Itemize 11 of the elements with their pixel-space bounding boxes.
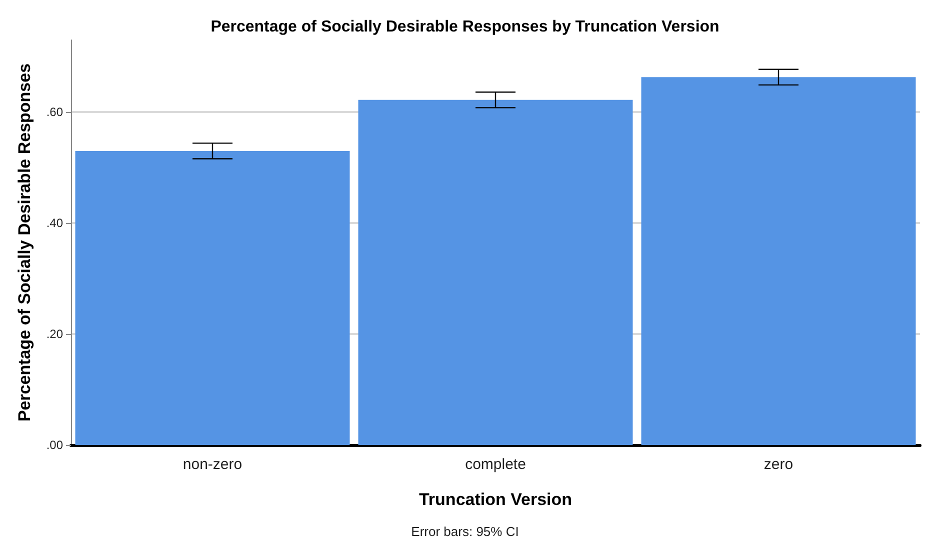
x-tick-label: non-zero <box>182 456 242 473</box>
y-tick-label: .00 <box>46 438 64 452</box>
y-axis-title: Percentage of Socially Desirable Responses <box>15 63 34 422</box>
y-tick-label: .40 <box>46 216 64 230</box>
text: Error bars: 95% CI <box>411 524 519 539</box>
y-tick-label: .20 <box>46 327 64 342</box>
x-axis-title: Truncation Version <box>418 490 572 509</box>
x-tick-label: zero <box>764 456 794 473</box>
x-tick-label: complete <box>465 456 526 473</box>
chart-title: Percentage of Socially Desirable Responses by Truncation Version <box>210 18 720 36</box>
y-tick-label: .60 <box>46 105 64 120</box>
